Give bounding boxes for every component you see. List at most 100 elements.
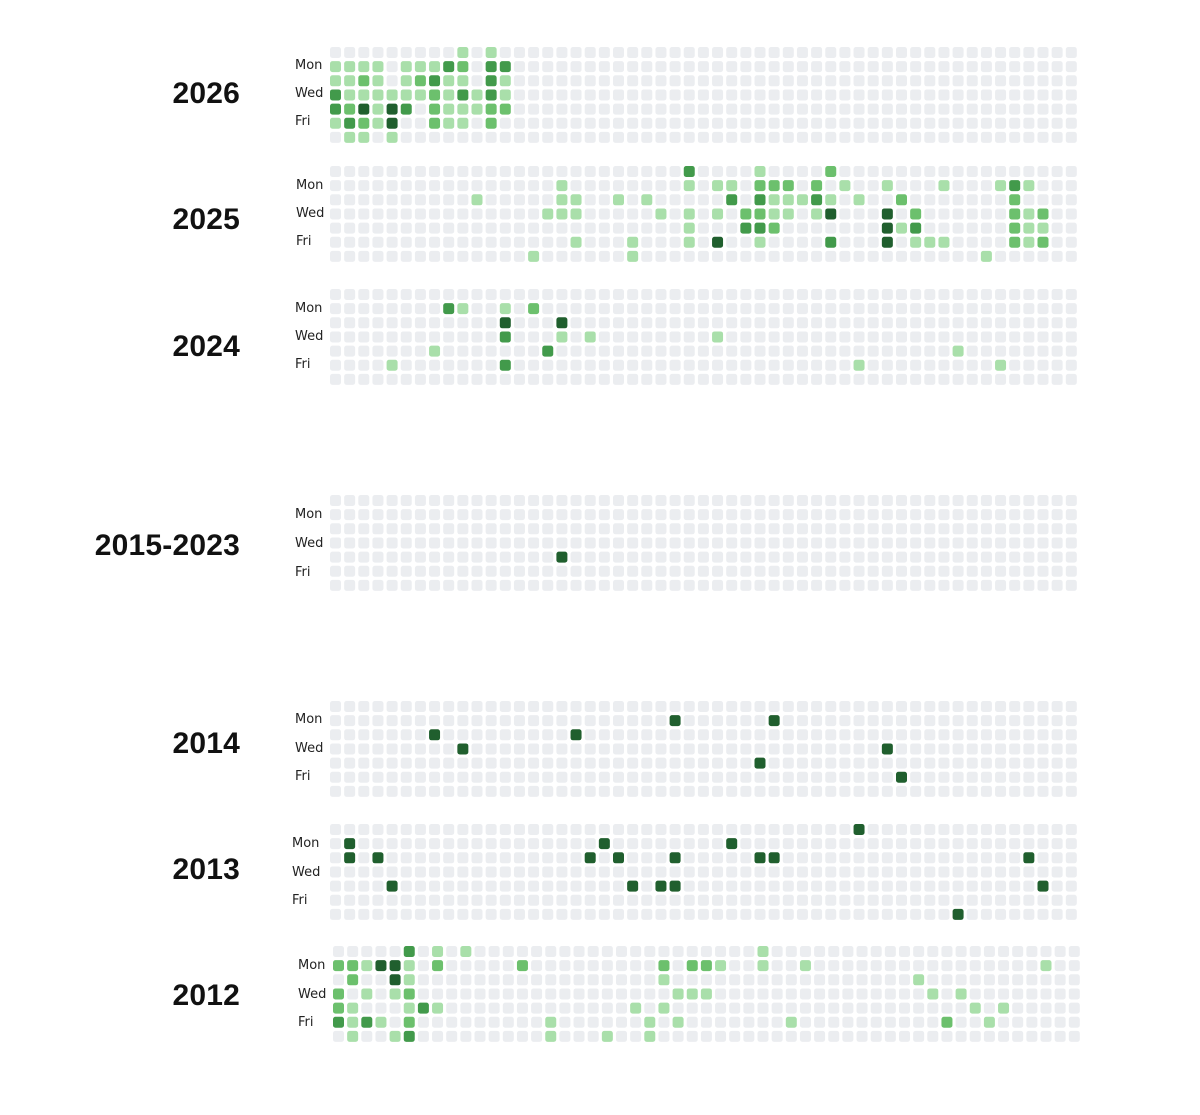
contribution-cell[interactable] (782, 908, 794, 920)
contribution-cell[interactable] (485, 359, 497, 371)
contribution-cell[interactable] (358, 61, 370, 73)
contribution-cell[interactable] (881, 824, 893, 835)
contribution-cell[interactable] (683, 359, 695, 371)
contribution-cell[interactable] (995, 852, 1007, 864)
contribution-cell[interactable] (980, 61, 992, 73)
contribution-cell[interactable] (1065, 894, 1077, 906)
contribution-cell[interactable] (584, 75, 596, 87)
contribution-cell[interactable] (825, 565, 837, 577)
contribution-cell[interactable] (966, 880, 978, 892)
contribution-cell[interactable] (712, 771, 724, 783)
contribution-cell[interactable] (655, 208, 667, 220)
contribution-cell[interactable] (570, 303, 582, 315)
contribution-cell[interactable] (899, 960, 910, 972)
contribution-cell[interactable] (683, 824, 695, 835)
contribution-cell[interactable] (457, 908, 469, 920)
contribution-cell[interactable] (1065, 373, 1077, 385)
contribution-cell[interactable] (839, 866, 851, 878)
contribution-cell[interactable] (1037, 852, 1049, 864)
contribution-cell[interactable] (941, 988, 953, 1000)
contribution-cell[interactable] (768, 89, 780, 101)
contribution-cell[interactable] (740, 894, 752, 906)
contribution-cell[interactable] (372, 509, 384, 521)
contribution-cell[interactable] (754, 743, 766, 755)
contribution-cell[interactable] (712, 701, 724, 712)
contribution-cell[interactable] (584, 579, 596, 591)
contribution-cell[interactable] (924, 894, 936, 906)
contribution-cell[interactable] (768, 757, 780, 769)
contribution-cell[interactable] (712, 579, 724, 591)
contribution-cell[interactable] (927, 1002, 939, 1014)
contribution-cell[interactable] (1023, 509, 1035, 521)
contribution-cell[interactable] (995, 89, 1007, 101)
contribution-cell[interactable] (598, 894, 610, 906)
contribution-cell[interactable] (740, 509, 752, 521)
contribution-cell[interactable] (697, 317, 709, 329)
contribution-cell[interactable] (499, 289, 511, 300)
contribution-cell[interactable] (768, 61, 780, 73)
contribution-cell[interactable] (513, 880, 525, 892)
contribution-cell[interactable] (1023, 359, 1035, 371)
contribution-cell[interactable] (1065, 331, 1077, 343)
contribution-cell[interactable] (344, 331, 356, 343)
contribution-cell[interactable] (375, 1016, 387, 1028)
contribution-cell[interactable] (884, 988, 896, 1000)
contribution-cell[interactable] (457, 61, 469, 73)
contribution-cell[interactable] (1065, 61, 1077, 73)
contribution-cell[interactable] (952, 551, 964, 563)
contribution-cell[interactable] (669, 303, 681, 315)
contribution-cell[interactable] (429, 331, 441, 343)
contribution-cell[interactable] (601, 1016, 613, 1028)
contribution-cell[interactable] (1051, 894, 1063, 906)
contribution-cell[interactable] (1009, 866, 1021, 878)
contribution-cell[interactable] (910, 303, 922, 315)
contribution-cell[interactable] (528, 495, 540, 506)
contribution-cell[interactable] (782, 866, 794, 878)
contribution-cell[interactable] (726, 579, 738, 591)
contribution-cell[interactable] (796, 180, 808, 192)
contribution-cell[interactable] (443, 303, 455, 315)
contribution-cell[interactable] (1051, 331, 1063, 343)
contribution-cell[interactable] (414, 236, 426, 248)
contribution-cell[interactable] (443, 373, 455, 385)
contribution-cell[interactable] (853, 771, 865, 783)
contribution-cell[interactable] (400, 250, 412, 262)
contribution-cell[interactable] (1068, 946, 1080, 957)
contribution-cell[interactable] (726, 551, 738, 563)
contribution-cell[interactable] (669, 715, 681, 727)
contribution-cell[interactable] (358, 208, 370, 220)
contribution-cell[interactable] (924, 880, 936, 892)
contribution-cell[interactable] (669, 824, 681, 835)
contribution-cell[interactable] (995, 303, 1007, 315)
contribution-cell[interactable] (471, 757, 483, 769)
contribution-cell[interactable] (825, 117, 837, 129)
contribution-cell[interactable] (598, 579, 610, 591)
contribution-cell[interactable] (613, 303, 624, 315)
contribution-cell[interactable] (513, 359, 525, 371)
contribution-cell[interactable] (443, 579, 455, 591)
contribution-cell[interactable] (811, 317, 823, 329)
contribution-cell[interactable] (1054, 988, 1066, 1000)
contribution-cell[interactable] (429, 824, 441, 835)
contribution-cell[interactable] (485, 757, 497, 769)
contribution-cell[interactable] (630, 946, 642, 957)
contribution-cell[interactable] (471, 509, 483, 521)
contribution-cell[interactable] (556, 495, 568, 506)
contribution-cell[interactable] (910, 236, 922, 248)
contribution-cell[interactable] (924, 373, 936, 385)
contribution-cell[interactable] (361, 988, 373, 1000)
contribution-cell[interactable] (683, 537, 695, 549)
contribution-cell[interactable] (485, 523, 497, 535)
contribution-cell[interactable] (782, 180, 794, 192)
contribution-cell[interactable] (811, 89, 823, 101)
contribution-cell[interactable] (471, 180, 483, 192)
contribution-cell[interactable] (358, 880, 370, 892)
contribution-cell[interactable] (471, 75, 483, 87)
contribution-cell[interactable] (853, 373, 865, 385)
contribution-cell[interactable] (1037, 345, 1049, 357)
contribution-cell[interactable] (683, 208, 695, 220)
contribution-cell[interactable] (584, 103, 596, 115)
contribution-cell[interactable] (414, 180, 426, 192)
contribution-cell[interactable] (853, 317, 865, 329)
contribution-cell[interactable] (712, 743, 724, 755)
